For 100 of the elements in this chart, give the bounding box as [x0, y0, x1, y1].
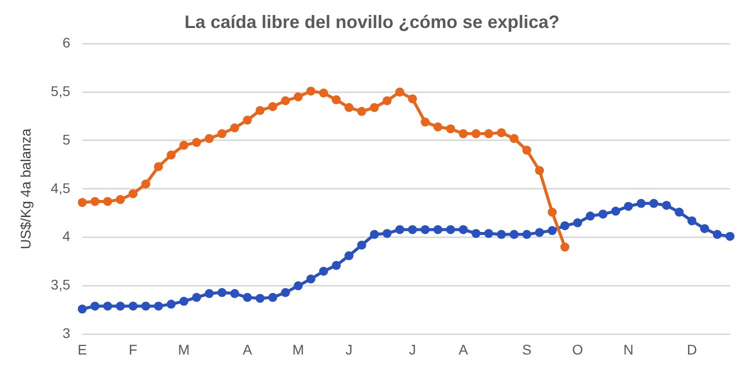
point [319, 266, 328, 276]
point [242, 116, 252, 125]
y-tick-label: 4 [62, 228, 70, 244]
y-tick-label: 5,5 [50, 82, 70, 99]
y-tick-label: 6 [62, 34, 70, 50]
point [192, 138, 202, 147]
point [370, 103, 379, 112]
point [548, 208, 557, 217]
point [103, 302, 112, 311]
point [484, 129, 494, 138]
point [458, 129, 468, 138]
point [90, 196, 100, 206]
point [154, 302, 163, 311]
point [204, 134, 214, 144]
point [179, 296, 188, 306]
point [649, 198, 658, 208]
point [420, 118, 430, 127]
point [256, 294, 265, 303]
point [116, 302, 125, 311]
point [103, 196, 112, 206]
point [141, 302, 150, 311]
point [357, 240, 366, 250]
x-tick-label: F [128, 341, 138, 358]
point [395, 225, 404, 234]
point [573, 218, 582, 228]
point [446, 225, 456, 234]
point [230, 123, 240, 132]
point [382, 96, 392, 106]
point [534, 228, 544, 237]
point [624, 202, 633, 211]
point [204, 289, 214, 298]
point [510, 134, 519, 144]
point [598, 210, 608, 219]
point [560, 221, 570, 230]
x-tick-label: E [78, 341, 87, 358]
x-tick-label: M [292, 341, 304, 358]
point [294, 281, 303, 290]
point [712, 230, 722, 239]
point [294, 92, 303, 102]
x-tick-label: M [178, 341, 190, 358]
point [319, 88, 328, 98]
point [242, 292, 252, 302]
point [611, 206, 620, 216]
x-tick-label: J [408, 341, 416, 358]
x-tick-label: D [686, 341, 697, 358]
point [674, 208, 684, 217]
y-axis-title: US$/Kg 4a balanza [17, 128, 34, 250]
point [484, 228, 494, 238]
point [128, 302, 138, 311]
y-tick-label: 3,5 [50, 276, 70, 293]
point [90, 302, 100, 311]
x-tick-label: J [345, 341, 352, 358]
point [217, 129, 226, 138]
x-tick-label: O [572, 341, 584, 358]
point [408, 94, 417, 104]
chart-title: La caída libre del novillo ¿cómo se explica? [184, 12, 560, 32]
point [166, 150, 176, 160]
point [332, 95, 341, 104]
point [128, 189, 138, 198]
point [78, 198, 87, 207]
point [154, 162, 163, 172]
point [332, 260, 341, 270]
point [268, 292, 278, 302]
point [230, 289, 240, 298]
x-tick-label: A [242, 341, 253, 358]
x-tick-label: A [458, 341, 469, 358]
point [458, 225, 468, 234]
point [192, 292, 202, 302]
point [166, 300, 176, 309]
x-tick-label: N [623, 341, 634, 358]
point [344, 103, 354, 112]
point [548, 226, 557, 236]
point [662, 200, 671, 210]
point [420, 225, 430, 234]
point [433, 225, 442, 234]
point [636, 198, 646, 208]
y-tick-label: 5 [62, 131, 70, 148]
y-tick-label: 4,5 [50, 180, 70, 196]
point [700, 224, 710, 234]
point [179, 140, 188, 150]
point [141, 180, 150, 189]
point [687, 216, 696, 226]
point [433, 122, 442, 132]
point [268, 102, 278, 112]
point [78, 304, 87, 314]
point [395, 88, 404, 97]
point [446, 124, 456, 134]
y-tick-label: 3 [62, 325, 70, 342]
point [116, 195, 125, 204]
point [522, 230, 532, 239]
point [496, 128, 506, 138]
point [471, 129, 480, 138]
point [560, 242, 570, 252]
point [306, 274, 316, 284]
point [496, 230, 506, 239]
point [382, 228, 392, 238]
point [510, 230, 519, 239]
point [306, 86, 316, 96]
x-tick-label: S [522, 341, 532, 358]
point [357, 106, 366, 116]
